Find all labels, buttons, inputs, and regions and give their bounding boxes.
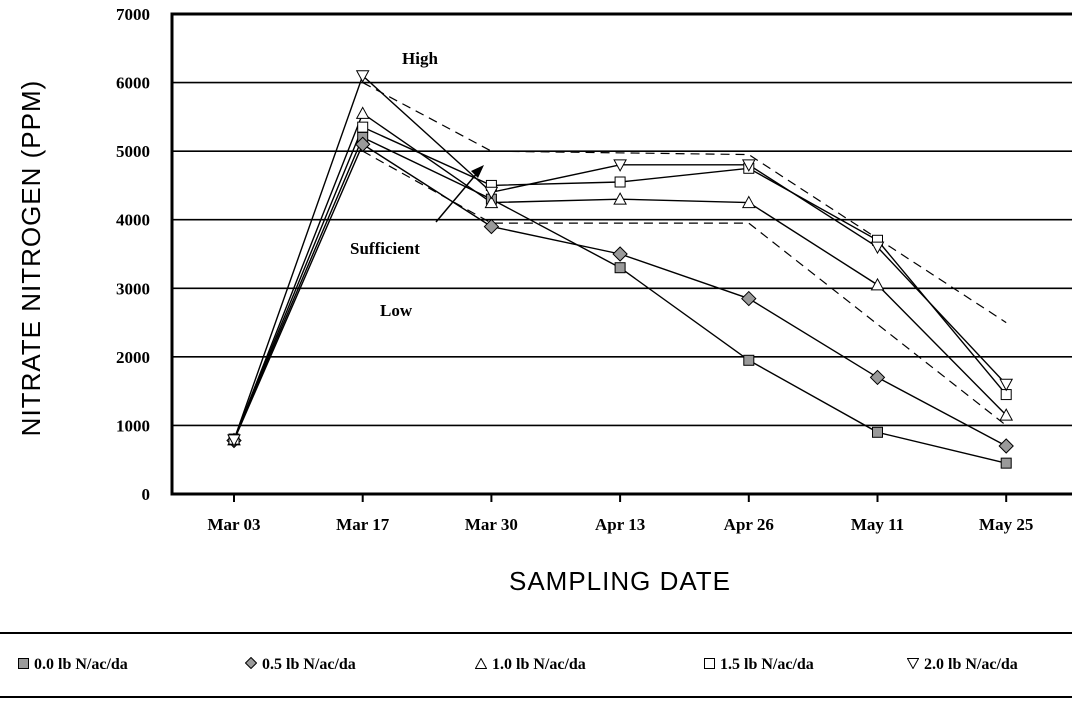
data-point-s1 [869, 369, 886, 386]
data-point-s0 [614, 262, 626, 274]
gridlines [172, 81, 1072, 427]
reference-lines [362, 82, 1007, 426]
legend-item-1: 0.5 lb N/ac/da [244, 656, 356, 674]
data-point-s2 [741, 195, 756, 209]
series-layer [226, 70, 1014, 469]
legend-label-4: 2.0 lb N/ac/da [924, 656, 1018, 673]
annotation-sufficient: Sufficient [350, 239, 420, 258]
y-tick-label: 5000 [116, 142, 150, 161]
legend-label-3: 1.5 lb N/ac/da [720, 656, 814, 673]
data-point-s0 [743, 354, 755, 366]
y-tick-label: 4000 [116, 211, 150, 230]
data-point-s2 [355, 106, 370, 119]
legend-item-2: 1.0 lb N/ac/da [474, 656, 586, 674]
x-tick-label: Apr 26 [724, 515, 774, 534]
y-tick-label: 2000 [116, 348, 150, 367]
legend-diamond-gray-icon [244, 656, 258, 674]
data-point-s4 [613, 159, 627, 172]
y-tick-label: 0 [142, 485, 151, 504]
annotation-arrow [435, 171, 479, 223]
data-point-s3 [357, 121, 369, 133]
tick-labels: 0 1000 2000 3000 4000 5000 6000 7000 Mar 03 Mar 1… [116, 5, 1033, 534]
series-line-1 [233, 143, 1007, 447]
legend-item-0: 0.0 lb N/ac/da [16, 656, 128, 674]
x-tick-label: Mar 30 [465, 515, 518, 534]
data-point-s4 [484, 186, 499, 200]
data-point-s4 [741, 159, 756, 172]
legend-square-gray-icon [16, 656, 30, 674]
data-point-s1 [354, 136, 371, 152]
data-point-s1 [483, 218, 500, 235]
legend-label-1: 0.5 lb N/ac/da [262, 656, 356, 673]
legend-triangle-down-icon [906, 656, 920, 674]
y-tick-label: 6000 [116, 74, 150, 93]
data-point-s4 [227, 434, 241, 447]
plot-frame [170, 12, 1072, 496]
legend-label-0: 0.0 lb N/ac/da [34, 656, 128, 673]
data-point-s2 [999, 408, 1014, 421]
y-tick-label: 7000 [116, 5, 150, 24]
legend: 0.0 lb N/ac/da 0.5 lb N/ac/da 1.0 lb N/a… [0, 632, 1072, 698]
data-point-s4 [870, 241, 885, 255]
data-point-s4 [355, 70, 370, 83]
data-point-s1 [612, 246, 628, 262]
data-point-s2 [484, 195, 499, 209]
data-point-s4 [999, 378, 1014, 392]
reference-line-lower [362, 150, 1007, 426]
data-point-s2 [870, 277, 885, 291]
legend-item-3: 1.5 lb N/ac/da [702, 656, 814, 674]
reference-line-upper [362, 82, 1007, 324]
y-tick-label: 3000 [116, 279, 150, 298]
data-point-s0 [1000, 457, 1012, 469]
annotation-arrowhead [471, 165, 484, 178]
data-point-s1 [741, 290, 757, 307]
line-chart: 0 1000 2000 3000 4000 5000 6000 7000 Mar 03 Mar 1… [16, 5, 1072, 596]
x-tick-label: Mar 17 [336, 515, 390, 534]
data-point-s2 [613, 192, 627, 205]
data-point-s1 [998, 438, 1014, 454]
legend-item-4: 2.0 lb N/ac/da [906, 656, 1018, 674]
annotation-low: Low [380, 301, 413, 320]
legend-label-2: 1.0 lb N/ac/da [492, 656, 586, 673]
legend-triangle-up-icon [474, 656, 488, 674]
y-tick-label: 1000 [116, 416, 150, 435]
annotation-high: High [402, 49, 438, 68]
data-point-s0 [872, 426, 883, 438]
x-tick-label: May 25 [979, 515, 1033, 534]
x-tick-label: Mar 03 [207, 515, 260, 534]
x-tick-label: May 11 [851, 515, 904, 534]
x-tick-label: Apr 13 [595, 515, 645, 534]
x-axis-title: Sampling Date [509, 566, 731, 596]
data-point-s3 [614, 176, 626, 188]
y-axis-title: Nitrate Nitrogen (ppm) [16, 80, 46, 437]
legend-square-open-icon [702, 656, 716, 674]
